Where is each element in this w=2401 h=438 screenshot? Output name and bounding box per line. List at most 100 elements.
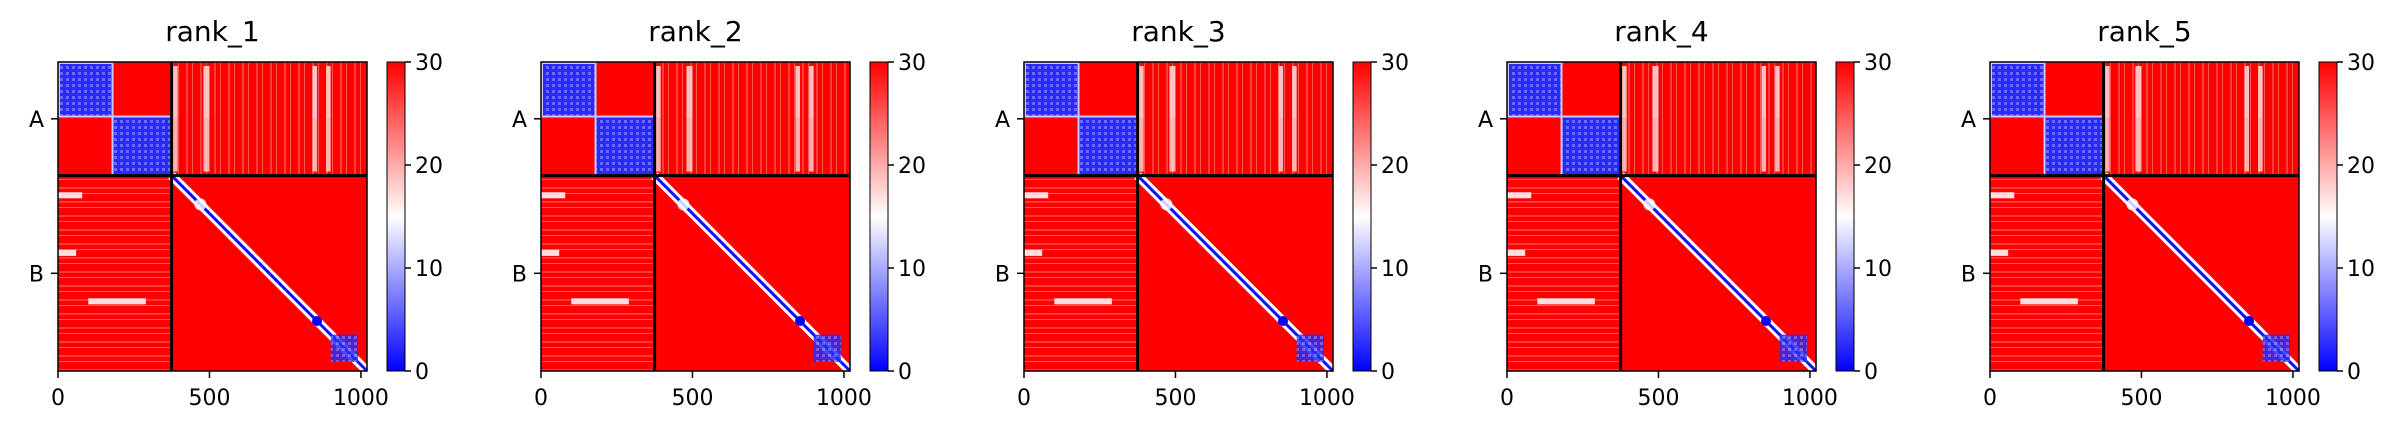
chart-title: rank_3: [1131, 15, 1225, 48]
ba-blob-0: [1990, 192, 2015, 199]
x-tick-label: 1000: [816, 386, 872, 411]
colorbar-tick-label: 10: [1381, 257, 1409, 282]
ab-stripe-1: [203, 66, 210, 118]
ab-stripe-lower-2: [795, 116, 801, 172]
ab-stripe-lower-3: [809, 116, 814, 172]
x-tick-label: 0: [1500, 386, 1514, 411]
domain-block-a1-edge: [1507, 62, 1563, 118]
ab-stripe-lower-1: [1169, 116, 1176, 172]
y-tick-label: B: [1478, 262, 1493, 287]
x-tick-label: 500: [188, 386, 230, 411]
ab-stripe-lower-1: [2135, 116, 2142, 172]
domain-block-a1-edge: [541, 62, 597, 118]
colorbar-tick-label: 0: [415, 360, 429, 385]
ab-stripe-1: [1169, 66, 1176, 118]
panel-rank_2: rank_2 0 500 1000 A B 0 10 20 30: [512, 15, 926, 411]
colorbar-tick-label: 20: [415, 154, 443, 179]
ba-blob-2: [1507, 249, 1526, 256]
domain-dot-b: [1761, 316, 1772, 327]
ba-blob-2: [58, 249, 77, 256]
colorbar-tick-label: 20: [1381, 154, 1409, 179]
ab-stripe-1: [686, 66, 693, 118]
ba-blob-2: [541, 249, 560, 256]
domain-block-a1: [1991, 63, 2045, 117]
x-tick-label: 1000: [333, 386, 389, 411]
colorbar-tick-label: 30: [415, 51, 443, 76]
colorbar-tick-label: 20: [2347, 154, 2375, 179]
y-tick-label: B: [512, 262, 527, 287]
y-tick-label: A: [1961, 108, 1976, 133]
ba-blob-1: [88, 298, 146, 305]
ab-stripe-lower-1: [686, 116, 693, 172]
colorbar-tick-label: 0: [1381, 360, 1395, 385]
y-tick-label: A: [512, 108, 527, 133]
heatmap-region-ba: [541, 175, 655, 371]
ab-stripe-lower-3: [326, 116, 331, 172]
y-tick-label: A: [1478, 108, 1493, 133]
y-tick-label: A: [29, 108, 44, 133]
ba-blob-0: [58, 192, 83, 199]
axes-frame: [1506, 61, 1817, 372]
colorbar-tick-label: 10: [898, 257, 926, 282]
ab-stripe-2: [1761, 66, 1767, 118]
domain-block-a2: [112, 116, 172, 176]
ab-stripe-lower-2: [2244, 116, 2250, 172]
ba-blob-0: [1507, 192, 1532, 199]
x-tick-label: 500: [671, 386, 713, 411]
domain-block-a1: [1508, 63, 1562, 117]
colorbar: [869, 61, 889, 372]
ab-stripe-2: [2244, 66, 2250, 118]
heatmap-region-ba: [1024, 175, 1138, 371]
domain-block-b-end: [813, 334, 841, 362]
x-tick-label: 1000: [2265, 386, 2321, 411]
domain-block-a2: [2044, 116, 2104, 176]
ab-stripe-lower-2: [312, 116, 318, 172]
ab-stripe-2: [1278, 66, 1284, 118]
colorbar-tick-label: 30: [2347, 51, 2375, 76]
ba-blob-1: [1054, 298, 1112, 305]
colorbar-tick-label: 20: [1864, 154, 1892, 179]
domain-block-b-end: [330, 334, 358, 362]
domain-block-a1: [542, 63, 596, 117]
colorbar-tick-label: 0: [1864, 360, 1878, 385]
ba-blob-1: [571, 298, 629, 305]
domain-block-a1-edge: [1990, 62, 2046, 118]
heatmap-region-ab: [171, 62, 367, 176]
ba-blob-2: [1024, 249, 1043, 256]
x-tick-label: 500: [2120, 386, 2162, 411]
ab-stripe-lower-2: [1761, 116, 1767, 172]
x-tick-label: 1000: [1299, 386, 1355, 411]
chart-title: rank_1: [165, 15, 259, 48]
colorbar-tick-label: 0: [2347, 360, 2361, 385]
axes-frame: [57, 61, 368, 372]
chart-title: rank_5: [2097, 15, 2191, 48]
ba-blob-0: [541, 192, 566, 199]
domain-block-a1-edge: [1024, 62, 1080, 118]
heatmap-region-ab: [1137, 62, 1333, 176]
colorbar-tick-label: 10: [1864, 257, 1892, 282]
ab-stripe-2: [795, 66, 801, 118]
ab-stripe-3: [1775, 66, 1780, 118]
ab-stripe-lower-0: [653, 116, 661, 172]
ab-stripe-3: [809, 66, 814, 118]
domain-dot-b: [312, 316, 323, 327]
colorbar-tick-label: 0: [898, 360, 912, 385]
domain-dot-b2: [1160, 198, 1173, 211]
domain-block-a2: [1561, 116, 1621, 176]
y-tick-label: A: [995, 108, 1010, 133]
domain-block-a2: [1078, 116, 1138, 176]
colorbar-tick-label: 10: [2347, 257, 2375, 282]
domain-dot-b: [2244, 316, 2255, 327]
ab-stripe-3: [2258, 66, 2263, 118]
domain-dot-b2: [1643, 198, 1656, 211]
heatmap-region-ba: [58, 175, 172, 371]
ab-stripe-lower-3: [1292, 116, 1297, 172]
heatmap-region-ab: [2103, 62, 2299, 176]
ab-stripe-0: [653, 66, 661, 118]
axes-frame: [1989, 61, 2300, 372]
x-tick-label: 500: [1637, 386, 1679, 411]
ab-stripe-1: [2135, 66, 2142, 118]
colorbar-tick-label: 30: [1864, 51, 1892, 76]
ab-stripe-lower-0: [170, 116, 178, 172]
